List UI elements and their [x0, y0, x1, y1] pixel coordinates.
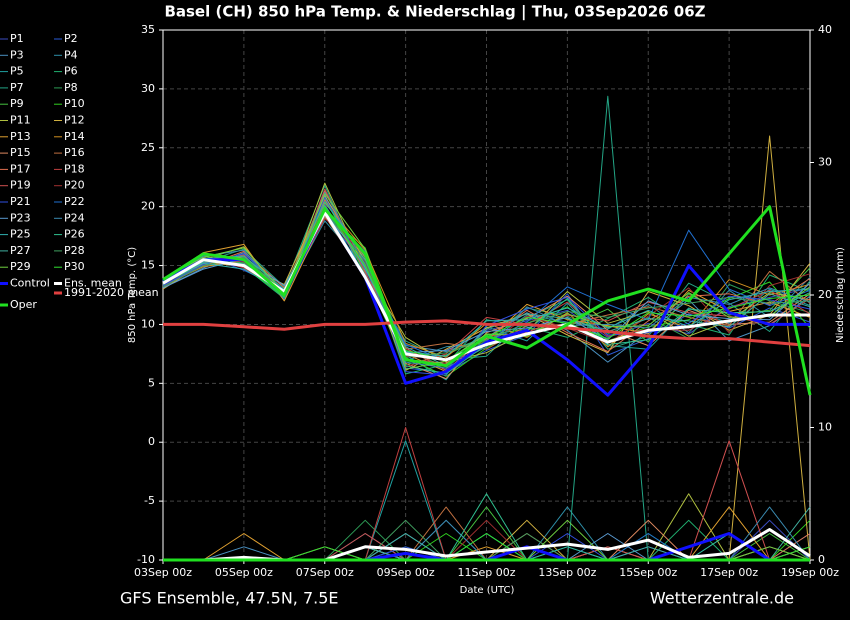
x-tick-label: 05Sep 00z	[215, 566, 273, 579]
legend-label: P12	[64, 114, 85, 127]
y-tick-label: -5	[144, 494, 155, 507]
y-axis-label: 850 hPa Temp. (°C)	[127, 247, 138, 343]
legend-label: P28	[64, 244, 85, 257]
y-tick-label: 25	[141, 141, 155, 154]
legend-label: P2	[64, 32, 78, 45]
y2-tick-label: 30	[818, 156, 832, 169]
y2-tick-label: 0	[818, 553, 825, 566]
legend-label: Ens. mean	[64, 277, 122, 290]
legend-label: P16	[64, 146, 85, 159]
x-tick-label: 19Sep 00z	[781, 566, 839, 579]
temp-line	[162, 214, 811, 354]
legend-label: P7	[10, 81, 24, 94]
legend-label: P14	[64, 130, 85, 143]
temp-line	[162, 199, 811, 364]
legend-label: P10	[64, 97, 85, 110]
footer-site: Wetterzentrale.de	[650, 589, 794, 608]
y2-axis-label: Niederschlag (mm)	[835, 247, 846, 343]
legend-label: P24	[64, 211, 85, 224]
y-tick-label: 30	[141, 82, 155, 95]
legend-label: P9	[10, 97, 24, 110]
legend-label: P29	[10, 260, 31, 273]
temp-line	[162, 193, 811, 370]
legend-label: P20	[64, 179, 85, 192]
temp-line	[162, 200, 811, 375]
temp-line	[162, 205, 812, 396]
legend-label: P23	[10, 211, 31, 224]
legend-label: 1991-2020 mean	[64, 286, 159, 299]
legend-label: P19	[10, 179, 31, 192]
legend-label: Control	[10, 277, 50, 290]
y-tick-label: -10	[137, 553, 155, 566]
x-tick-label: 03Sep 00z	[134, 566, 192, 579]
legend-label: P27	[10, 244, 31, 257]
legend-label: Oper	[10, 298, 37, 311]
legend-label: P1	[10, 32, 24, 45]
y-tick-label: 0	[148, 435, 155, 448]
legend-label: P11	[10, 114, 31, 127]
legend-label: P26	[64, 228, 85, 241]
x-tick-label: 17Sep 00z	[700, 566, 758, 579]
footer-source: GFS Ensemble, 47.5N, 7.5E	[120, 589, 339, 608]
y-tick-label: 15	[141, 259, 155, 272]
legend-label: P8	[64, 81, 78, 94]
legend-label: P21	[10, 195, 31, 208]
x-tick-label: 07Sep 00z	[296, 566, 354, 579]
y-tick-label: 5	[148, 376, 155, 389]
legend-label: P6	[64, 65, 78, 78]
legend-label: P25	[10, 228, 31, 241]
legend-label: P4	[64, 48, 78, 61]
legend-label: P18	[64, 162, 85, 175]
legend-label: P3	[10, 48, 24, 61]
x-tick-label: 11Sep 00z	[458, 566, 516, 579]
legend-label: P5	[10, 65, 24, 78]
y2-tick-label: 40	[818, 23, 832, 36]
chart-title: Basel (CH) 850 hPa Temp. & Niederschlag …	[164, 3, 705, 22]
legend-label: P15	[10, 146, 31, 159]
y2-tick-label: 10	[818, 421, 832, 434]
y-tick-label: 35	[141, 23, 155, 36]
legend-label: P13	[10, 130, 31, 143]
y-tick-label: 20	[141, 200, 155, 213]
y2-tick-label: 20	[818, 288, 832, 301]
temp-line	[162, 190, 811, 380]
x-tick-label: 09Sep 00z	[377, 566, 435, 579]
temp-line	[163, 319, 811, 348]
legend-label: P30	[64, 260, 85, 273]
legend-label: P17	[10, 162, 31, 175]
x-tick-label: 13Sep 00z	[538, 566, 596, 579]
temp-line	[162, 185, 811, 361]
x-tick-label: 15Sep 00z	[619, 566, 677, 579]
x-axis-label: Date (UTC)	[460, 585, 515, 596]
legend-label: P22	[64, 195, 85, 208]
y-tick-label: 10	[141, 317, 155, 330]
